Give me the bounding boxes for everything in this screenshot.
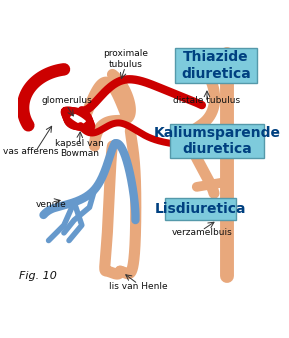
Text: verzamelbuis: verzamelbuis — [171, 228, 232, 237]
Text: glomerulus: glomerulus — [41, 96, 92, 104]
Text: Lisdiuretica: Lisdiuretica — [155, 202, 246, 216]
Text: distale tubulus: distale tubulus — [173, 96, 240, 104]
Text: venule: venule — [36, 200, 66, 209]
Text: proximale
tubulus: proximale tubulus — [103, 49, 148, 69]
FancyBboxPatch shape — [170, 124, 264, 158]
Text: Thiazide
diuretica: Thiazide diuretica — [181, 50, 251, 81]
Text: vas afferens: vas afferens — [3, 147, 58, 155]
FancyBboxPatch shape — [165, 198, 236, 220]
Text: kapsel van
Bowman: kapsel van Bowman — [55, 139, 104, 158]
Text: Fig. 10: Fig. 10 — [19, 271, 57, 281]
Text: lis van Henle: lis van Henle — [109, 282, 167, 291]
Text: Kaliumsparende
diuretica: Kaliumsparende diuretica — [154, 126, 281, 156]
FancyBboxPatch shape — [175, 48, 257, 83]
